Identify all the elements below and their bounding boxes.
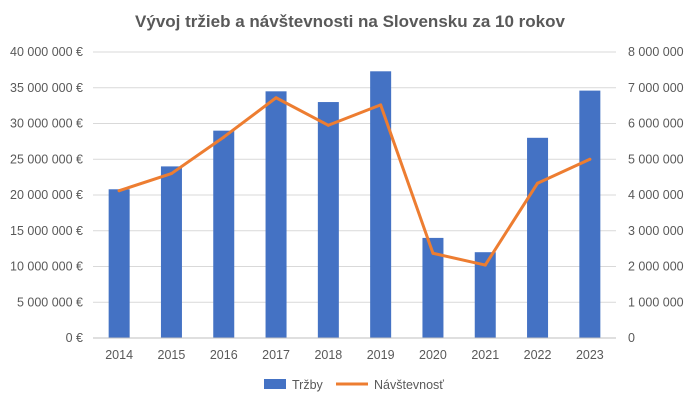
x-tick-label: 2022 [524, 348, 552, 362]
y-left-tick-label: 35 000 000 € [10, 81, 83, 95]
bar-trzby [579, 90, 601, 338]
point-navstevnost [169, 172, 173, 176]
y-left-tick-label: 10 000 000 € [10, 260, 83, 274]
point-navstevnost [274, 96, 278, 100]
bar-trzby [213, 130, 235, 338]
left-axis: 0 € 5 000 000 € 10 000 000 € 15 000 000 € 20… [10, 45, 83, 345]
bar-trzby [527, 137, 549, 338]
x-tick-label: 2016 [210, 348, 238, 362]
line-navstevnost [117, 96, 592, 267]
right-axis: 0 1 000 000 2 000 000 3 000 000 4 000 000 5 0… [628, 45, 684, 345]
x-tick-label: 2018 [314, 348, 342, 362]
y-left-tick-label: 30 000 000 € [10, 117, 83, 131]
y-left-tick-label: 40 000 000 € [10, 45, 83, 59]
y-right-tick-label: 8 000 000 [628, 45, 684, 59]
x-tick-label: 2015 [158, 348, 186, 362]
chart-title: Vývoj tržieb a návštevnosti na Slovensku… [135, 12, 565, 31]
y-left-tick-label: 5 000 000 € [17, 295, 83, 309]
y-left-tick-label: 15 000 000 € [10, 224, 83, 238]
y-right-tick-label: 5 000 000 [628, 152, 684, 166]
y-right-tick-label: 0 [628, 331, 635, 345]
x-tick-label: 2019 [367, 348, 395, 362]
y-left-tick-label: 0 € [66, 331, 83, 345]
x-tick-label: 2017 [262, 348, 290, 362]
x-tick-label: 2020 [419, 348, 447, 362]
y-left-tick-label: 20 000 000 € [10, 188, 83, 202]
y-right-tick-label: 3 000 000 [628, 224, 684, 238]
point-navstevnost [588, 157, 592, 161]
bar-trzby [265, 91, 287, 338]
line-series [117, 96, 592, 267]
y-right-tick-label: 2 000 000 [628, 260, 684, 274]
point-navstevnost [117, 189, 121, 193]
bar-trzby [160, 166, 182, 338]
y-right-tick-label: 7 000 000 [628, 81, 684, 95]
x-tick-label: 2023 [576, 348, 604, 362]
bar-trzby [474, 252, 496, 338]
y-right-tick-label: 6 000 000 [628, 117, 684, 131]
point-navstevnost [222, 135, 226, 139]
bar-trzby [422, 237, 444, 338]
point-navstevnost [483, 263, 487, 267]
x-tick-label: 2014 [105, 348, 133, 362]
y-left-tick-label: 25 000 000 € [10, 152, 83, 166]
y-right-tick-label: 4 000 000 [628, 188, 684, 202]
x-tick-label: 2021 [471, 348, 499, 362]
point-navstevnost [379, 103, 383, 107]
point-navstevnost [536, 181, 540, 185]
legend-label-navstevnost: Návštevnosť [374, 378, 444, 392]
x-axis: 2014 2015 2016 2017 2018 2019 2020 2021 2022 2023 [93, 337, 616, 362]
legend: Tržby Návštevnosť [264, 378, 444, 392]
legend-label-trzby: Tržby [292, 378, 324, 392]
point-navstevnost [326, 123, 330, 127]
point-navstevnost [431, 251, 435, 255]
y-right-tick-label: 1 000 000 [628, 295, 684, 309]
bar-trzby [317, 102, 339, 338]
bar-series [108, 71, 601, 339]
bar-trzby [108, 189, 130, 338]
legend-swatch-trzby [264, 379, 286, 389]
bar-trzby [370, 71, 392, 339]
